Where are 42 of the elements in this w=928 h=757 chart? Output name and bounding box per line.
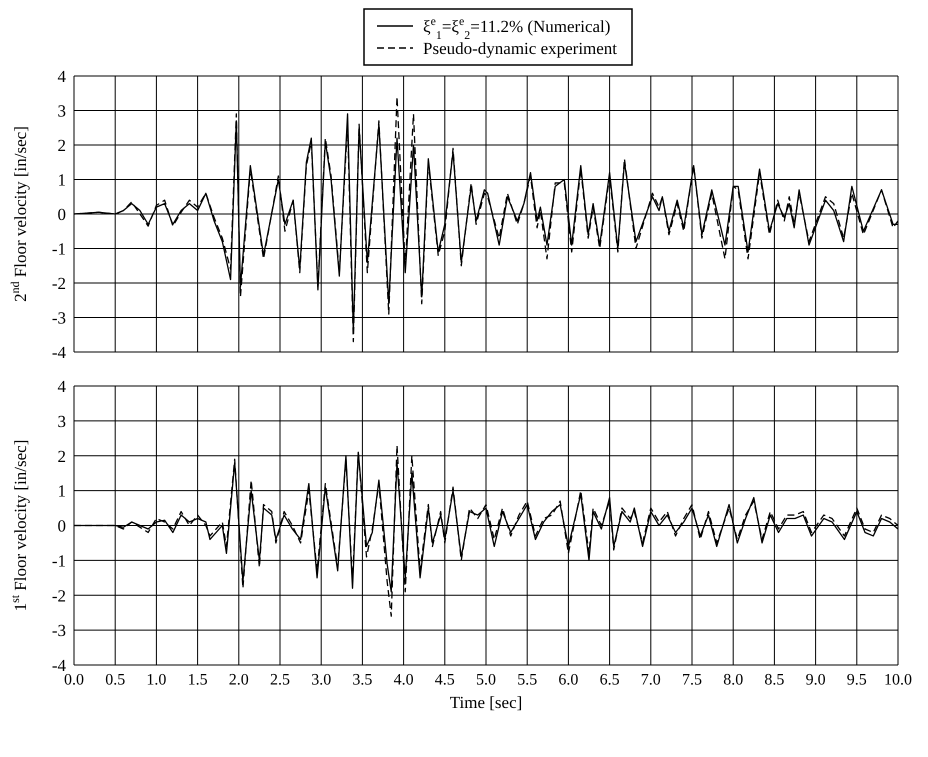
y-tick-label: 3 <box>58 412 66 431</box>
x-tick-label: 8.0 <box>723 671 744 688</box>
x-tick-label: 10.0 <box>884 671 912 688</box>
x-tick-label: 9.0 <box>806 671 826 688</box>
x-tick-label: 7.0 <box>640 671 661 688</box>
y-tick-label: -4 <box>52 343 66 362</box>
y-tick-label: -3 <box>52 621 66 640</box>
y-tick-label: -4 <box>52 656 66 676</box>
y-tick-label: 1 <box>58 482 66 501</box>
y-tick-label: 3 <box>58 102 66 121</box>
x-tick-label: 5.0 <box>476 671 496 688</box>
x-tick-label: 2.0 <box>228 671 249 688</box>
x-tick-label: 0.5 <box>105 671 126 688</box>
x-tick-label: 6.0 <box>558 671 578 688</box>
legend-label: Pseudo-dynamic experiment <box>423 39 618 58</box>
y-tick-label: -1 <box>52 551 66 570</box>
x-tick-label: 4.0 <box>394 671 414 688</box>
x-tick-label: 1.5 <box>188 671 208 688</box>
y-tick-label: 4 <box>58 67 66 86</box>
y-tick-label: 4 <box>58 377 66 396</box>
x-tick-label: 2.5 <box>270 671 290 688</box>
y-tick-label: 0 <box>58 516 66 536</box>
y-tick-label: 1 <box>58 170 66 190</box>
x-tick-label: 1.0 <box>146 671 166 688</box>
y-tick-label: -2 <box>52 274 66 294</box>
x-tick-label: 8.5 <box>764 671 784 688</box>
y-tick-label: 2 <box>58 446 66 466</box>
legend-label: ξ$^{e}$$_{1}$=ξ$^{e}$$_{2}$=11.2% (Numerical) <box>423 14 610 42</box>
x-tick-label: 7.5 <box>682 671 702 688</box>
x-tick-label: 6.5 <box>600 671 620 688</box>
y-tick-label: 2 <box>58 136 66 156</box>
x-tick-label: 5.5 <box>517 671 538 688</box>
x-axis-title: Time [sec] <box>450 693 522 712</box>
x-tick-label: 3.5 <box>352 671 372 688</box>
x-tick-label: 3.0 <box>311 671 332 688</box>
x-tick-label: 9.5 <box>846 671 867 688</box>
y-tick-label: 0 <box>58 205 66 224</box>
x-tick-label: 4.5 <box>434 671 455 688</box>
y-tick-label: -3 <box>52 308 66 328</box>
x-tick-label: 0.0 <box>64 671 84 688</box>
y-tick-label: -1 <box>52 240 66 259</box>
y-tick-label: -2 <box>52 586 66 606</box>
